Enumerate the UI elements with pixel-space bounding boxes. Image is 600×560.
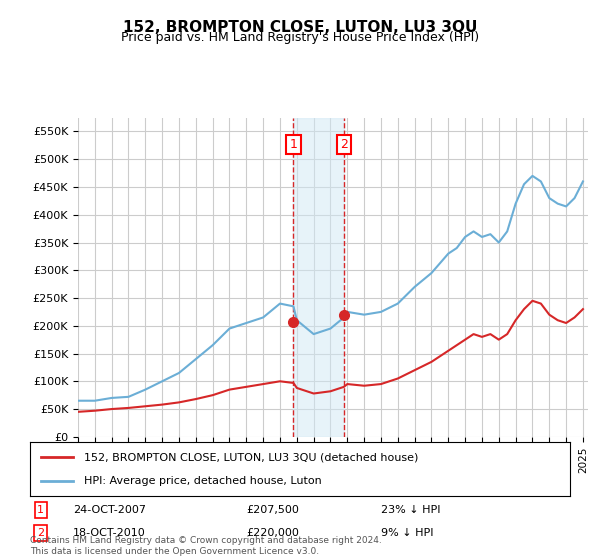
- Text: 24-OCT-2007: 24-OCT-2007: [73, 505, 146, 515]
- Text: 2: 2: [37, 528, 44, 538]
- Text: 18-OCT-2010: 18-OCT-2010: [73, 528, 146, 538]
- Text: £220,000: £220,000: [246, 528, 299, 538]
- Text: 1: 1: [37, 505, 44, 515]
- Bar: [293, 118, 344, 437]
- Text: 1: 1: [290, 138, 298, 151]
- Text: £207,500: £207,500: [246, 505, 299, 515]
- Text: 23% ↓ HPI: 23% ↓ HPI: [381, 505, 440, 515]
- Text: 9% ↓ HPI: 9% ↓ HPI: [381, 528, 433, 538]
- Text: 2: 2: [340, 138, 348, 151]
- Text: 152, BROMPTON CLOSE, LUTON, LU3 3QU: 152, BROMPTON CLOSE, LUTON, LU3 3QU: [123, 20, 477, 35]
- Text: Contains HM Land Registry data © Crown copyright and database right 2024.
This d: Contains HM Land Registry data © Crown c…: [30, 536, 382, 556]
- Text: Price paid vs. HM Land Registry's House Price Index (HPI): Price paid vs. HM Land Registry's House …: [121, 31, 479, 44]
- Text: 152, BROMPTON CLOSE, LUTON, LU3 3QU (detached house): 152, BROMPTON CLOSE, LUTON, LU3 3QU (det…: [84, 452, 418, 463]
- Text: HPI: Average price, detached house, Luton: HPI: Average price, detached house, Luto…: [84, 475, 322, 486]
